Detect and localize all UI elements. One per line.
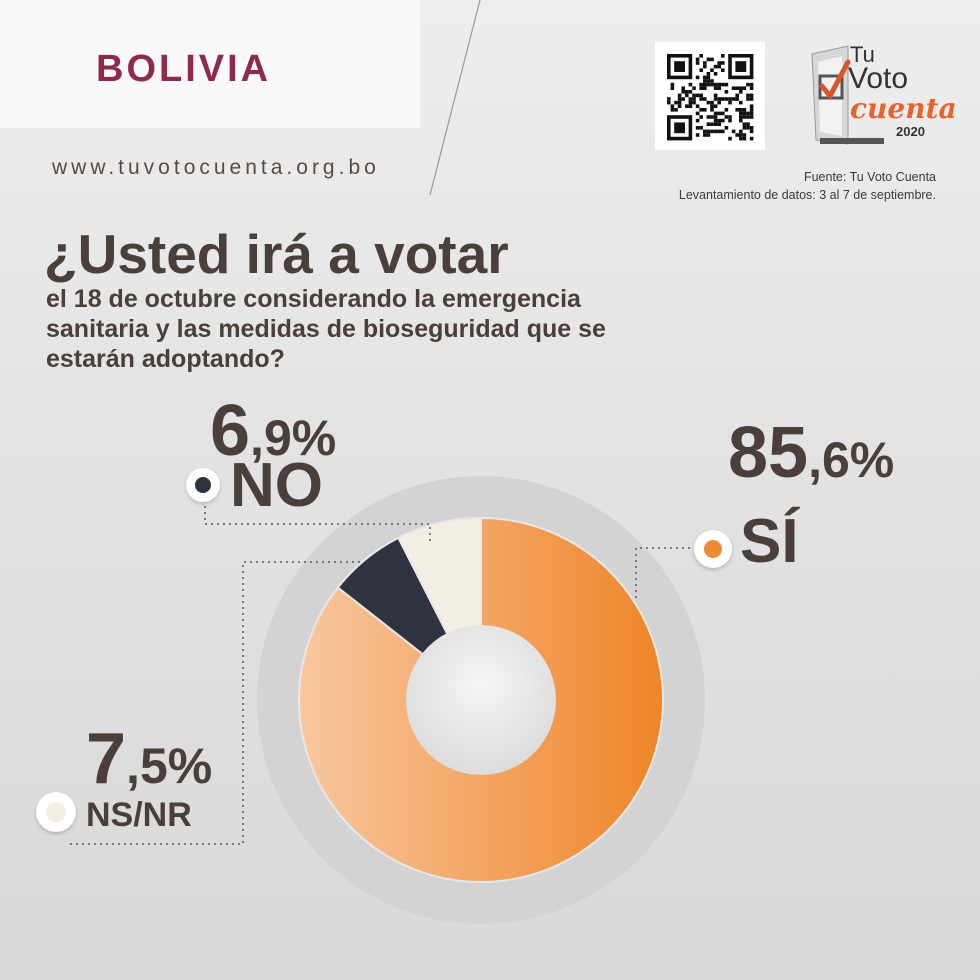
- country-title: BOLIVIA: [96, 48, 272, 90]
- si-leader-line: [635, 547, 690, 600]
- logo-tu: Tu: [850, 42, 875, 67]
- donut-hole: [406, 625, 556, 775]
- logo-year: 2020: [896, 124, 925, 139]
- no-legend-dot: [186, 468, 220, 502]
- si-percent: 85,6%: [728, 412, 894, 494]
- website-link[interactable]: www.tuvotocuenta.org.bo: [52, 156, 380, 179]
- header-band: [0, 0, 420, 128]
- si-label: SÍ: [740, 507, 799, 576]
- survey-dates: Levantamiento de datos: 3 al 7 de septie…: [678, 188, 936, 202]
- no-label: NO: [230, 451, 323, 520]
- no-percent: 6,9%: [210, 390, 336, 472]
- nsnr-percent-int: 7: [86, 719, 127, 799]
- no-percent-dec: ,9%: [250, 410, 337, 466]
- source-note: Fuente: Tu Voto Cuenta Levantamiento de …: [679, 168, 936, 204]
- logo-cuenta: cuenta: [850, 92, 957, 125]
- qr-code-icon: [667, 54, 754, 141]
- nsnr-legend-dot: [36, 792, 76, 832]
- si-percent-dec: ,6%: [808, 432, 895, 488]
- question-title: ¿Usted irá a votar: [44, 223, 509, 285]
- nsnr-percent: 7,5%: [86, 718, 212, 800]
- qr-code[interactable]: [655, 42, 765, 150]
- tu-voto-cuenta-logo: Tu Voto cuenta 2020: [808, 40, 957, 152]
- slice-si: [298, 516, 664, 883]
- si-percent-int: 85: [728, 413, 809, 493]
- nsnr-label: NS/NR: [86, 796, 192, 834]
- nsnr-percent-dec: ,5%: [126, 738, 213, 794]
- logo-voto: Voto: [848, 62, 909, 95]
- source-line: Fuente: Tu Voto Cuenta: [803, 170, 936, 184]
- si-legend-dot: [694, 530, 732, 568]
- no-percent-int: 6: [210, 391, 251, 471]
- question-subtitle: el 18 de octubre considerando la emergen…: [46, 285, 606, 373]
- nsnr-leader-line: [68, 561, 360, 845]
